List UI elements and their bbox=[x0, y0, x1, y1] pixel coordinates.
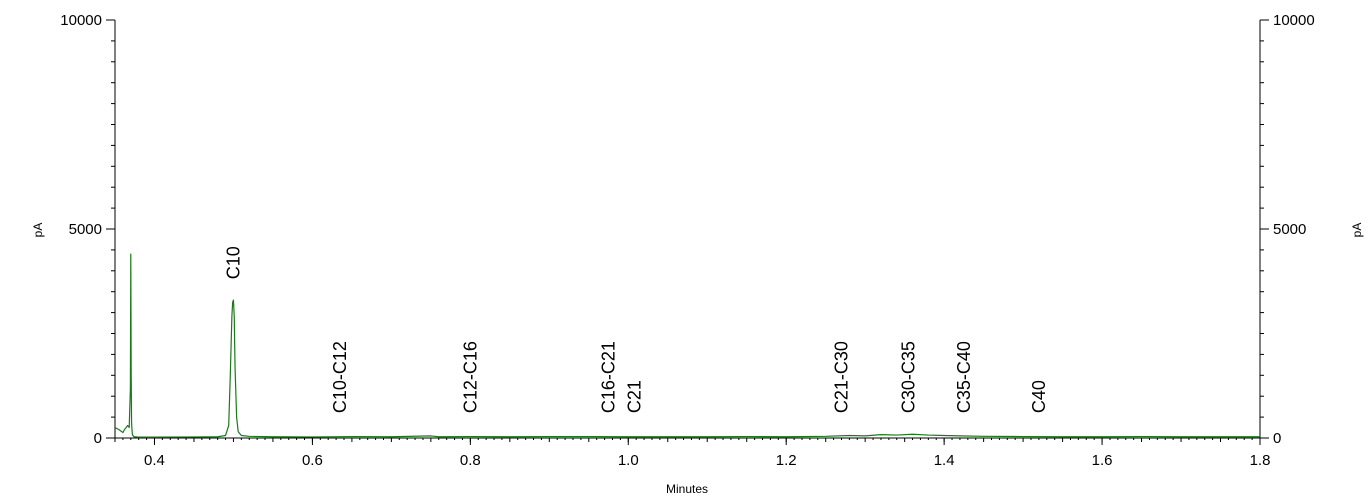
x-tick-label: 1.2 bbox=[776, 452, 797, 469]
y-tick-label-right: 0 bbox=[1273, 430, 1281, 447]
x-tick-label: 0.8 bbox=[460, 452, 481, 469]
x-axis-label: Minutes bbox=[666, 482, 708, 496]
chromatogram-trace bbox=[114, 253, 1260, 438]
peak-label: C40 bbox=[1029, 380, 1049, 413]
y-axis-label-right: pA bbox=[1350, 223, 1364, 238]
peak-label: C16-C21 bbox=[599, 341, 619, 413]
y-axis-ticks: 0 0 5000 5000 10000 10000 bbox=[60, 12, 1314, 447]
y-tick-label-left: 5000 bbox=[69, 221, 102, 238]
x-tick-label: 1.6 bbox=[1092, 452, 1113, 469]
x-tick-label: 0.4 bbox=[144, 452, 165, 469]
y-tick-label-right: 10000 bbox=[1273, 12, 1315, 29]
x-tick-label: 1.8 bbox=[1250, 452, 1271, 469]
y-tick-label-right: 5000 bbox=[1273, 221, 1306, 238]
y-axis-label-left: pA bbox=[31, 223, 45, 238]
peak-label: C21 bbox=[625, 380, 645, 413]
x-tick-label: 1.4 bbox=[934, 452, 955, 469]
y-tick-label-left: 0 bbox=[94, 430, 102, 447]
y-tick-label-left: 10000 bbox=[60, 12, 102, 29]
peak-label: C10 bbox=[223, 246, 243, 279]
peak-label: C21-C30 bbox=[832, 341, 852, 413]
peak-label: C12-C16 bbox=[460, 341, 480, 413]
peak-label: C10-C12 bbox=[330, 341, 350, 413]
series-group bbox=[114, 253, 1260, 438]
x-tick-label: 1.0 bbox=[618, 452, 639, 469]
axes bbox=[114, 20, 1261, 439]
peak-label: C30-C35 bbox=[899, 341, 919, 413]
x-axis-ticks: 0.4 0.6 0.8 1.0 1.2 1.4 1.6 1.8 bbox=[114, 438, 1271, 469]
peak-label: C35-C40 bbox=[954, 341, 974, 413]
peak-annotations: C10 C10-C12 C12-C16 C16-C21 C21 C21-C30 C30-C3… bbox=[223, 246, 1049, 413]
x-tick-label: 0.6 bbox=[302, 452, 323, 469]
